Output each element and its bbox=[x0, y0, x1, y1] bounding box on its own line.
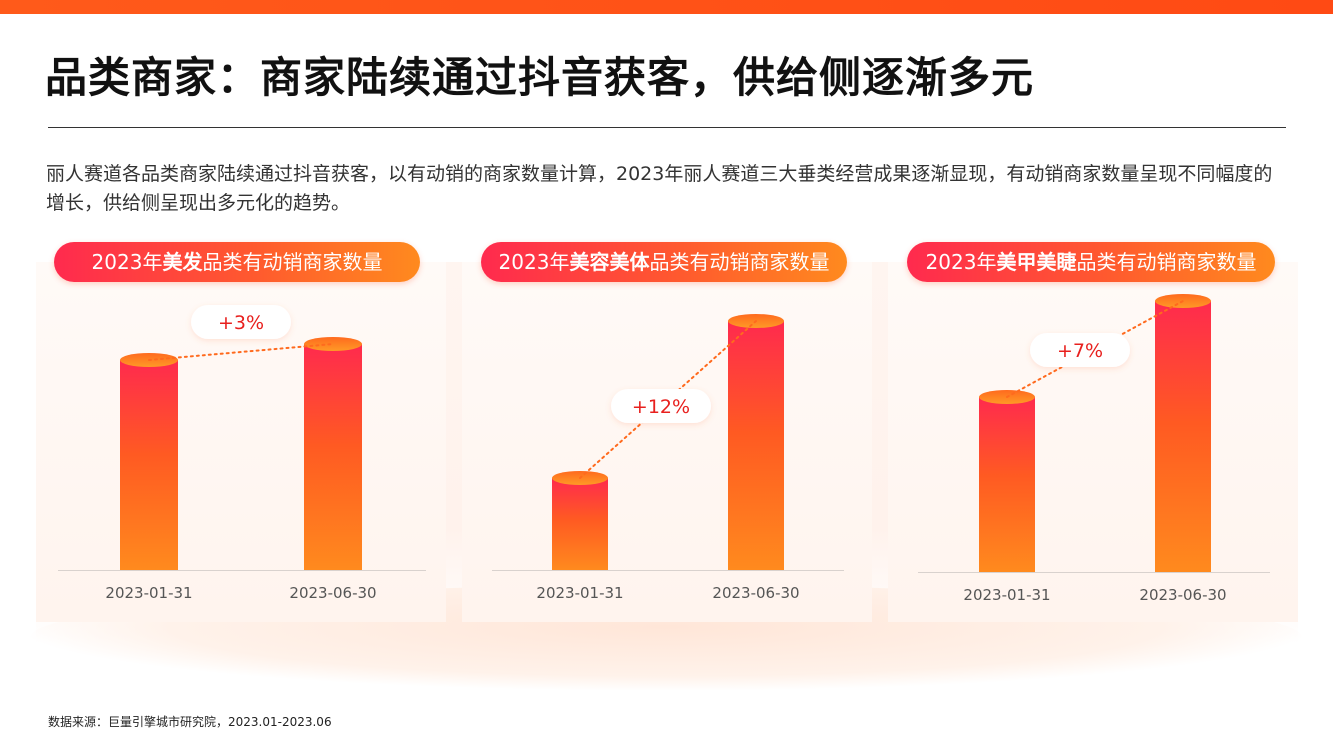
chart-title-prefix: 2023年 bbox=[498, 250, 570, 274]
change-badge bbox=[191, 305, 291, 339]
chart-card-nail-lash bbox=[888, 262, 1298, 622]
chart-title-suffix: 品类有动销商家数量 bbox=[202, 250, 383, 274]
bar-2023-01-31 bbox=[552, 478, 608, 570]
x-tick-label: 2023-06-30 bbox=[712, 584, 799, 602]
title-divider bbox=[48, 127, 1286, 128]
chart-title-prefix: 2023年 bbox=[91, 250, 163, 274]
bar-cap bbox=[304, 337, 362, 351]
x-tick-label: 2023-06-30 bbox=[289, 584, 376, 602]
chart-title-pill-nail-lash: 2023年美甲美睫品类有动销商家数量 bbox=[907, 242, 1275, 282]
x-tick-label: 2023-01-31 bbox=[536, 584, 623, 602]
chart-title-category: 美容美体 bbox=[569, 250, 650, 274]
change-label: +7% bbox=[1057, 340, 1103, 362]
chart-title-pill-hair: 2023年美发品类有动销商家数量 bbox=[54, 242, 420, 282]
page-title: 品类商家：商家陆续通过抖音获客，供给侧逐渐多元 bbox=[45, 53, 1035, 102]
chart-title-pill-beauty-body: 2023年美容美体品类有动销商家数量 bbox=[481, 242, 847, 282]
change-badge bbox=[1030, 333, 1130, 367]
chart-title-category: 美发 bbox=[162, 250, 203, 274]
bar-2023-01-31 bbox=[979, 397, 1035, 572]
data-source-note: 数据来源：巨量引擎城市研究院，2023.01-2023.06 bbox=[48, 715, 332, 729]
chart-card-beauty-body bbox=[462, 262, 872, 622]
change-label: +12% bbox=[632, 396, 690, 418]
chart-title-prefix: 2023年 bbox=[925, 250, 997, 274]
x-tick-label: 2023-01-31 bbox=[963, 586, 1050, 604]
chart-title-suffix: 品类有动销商家数量 bbox=[649, 250, 830, 274]
x-tick-label: 2023-01-31 bbox=[105, 584, 192, 602]
bar-2023-06-30 bbox=[1155, 301, 1211, 572]
top-accent-bar bbox=[0, 0, 1333, 14]
bar-2023-06-30 bbox=[304, 344, 362, 570]
change-label: +3% bbox=[218, 312, 264, 334]
growth-connector bbox=[1006, 300, 1184, 398]
x-tick-label: 2023-06-30 bbox=[1139, 586, 1226, 604]
growth-connector bbox=[148, 343, 334, 361]
chart-title-category: 美甲美睫 bbox=[996, 250, 1077, 274]
chart-title-suffix: 品类有动销商家数量 bbox=[1076, 250, 1257, 274]
bar-2023-01-31 bbox=[120, 360, 178, 570]
description-text: 丽人赛道各品类商家陆续通过抖音获客，以有动销的商家数量计算，2023年丽人赛道三… bbox=[46, 163, 1273, 214]
change-badge bbox=[611, 389, 711, 423]
bar-2023-06-30 bbox=[728, 321, 784, 570]
